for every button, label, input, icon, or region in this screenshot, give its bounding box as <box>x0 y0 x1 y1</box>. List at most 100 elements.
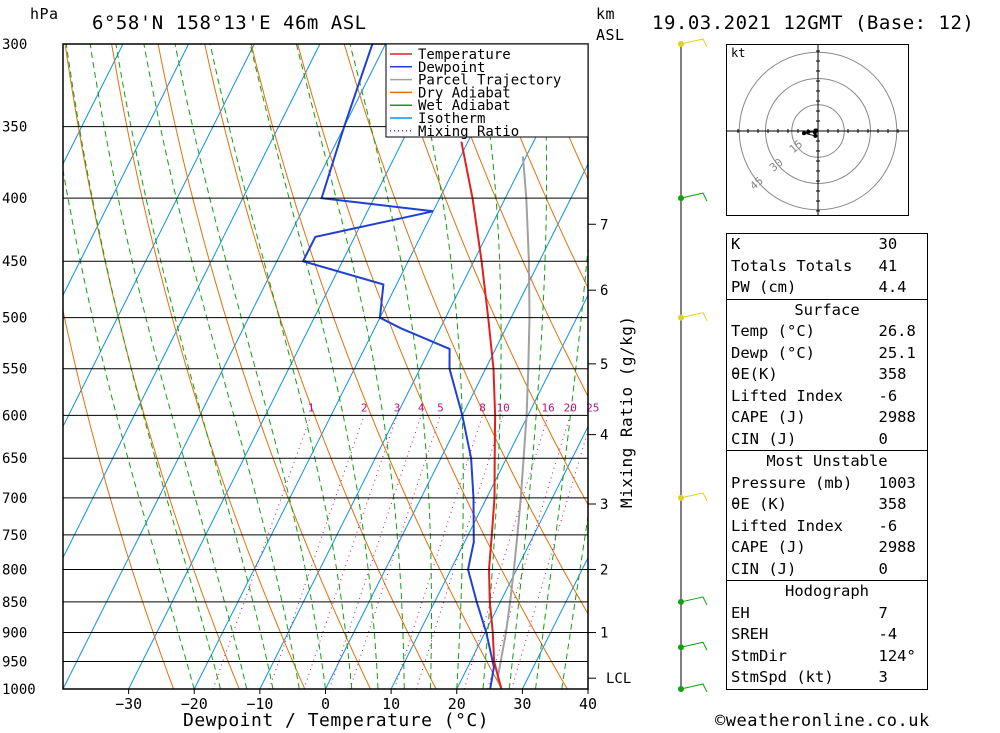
indices-section-header: Hodograph <box>726 580 928 603</box>
isotherm-line <box>128 44 452 689</box>
mixing-ratio-label: 10 <box>497 401 510 414</box>
dry-adiabat-line <box>436 44 588 398</box>
x-tick-label: −30 <box>115 695 142 713</box>
mixing-ratio-label: 1 <box>308 401 315 414</box>
index-value: -6 <box>878 385 928 407</box>
isotherm-line <box>63 44 386 689</box>
index-value: 30 <box>878 233 928 256</box>
indices-row: CIN (J) 0 <box>725 428 928 451</box>
indices-table: K 30 Totals Totals 41 PW (cm) 4.4 Surface Temp … <box>725 233 928 690</box>
km-tick-label: 1 <box>600 626 608 642</box>
asl-unit-label: ASL <box>596 26 625 44</box>
isotherm-line <box>63 44 255 428</box>
index-value: 2988 <box>878 407 928 429</box>
plot-area <box>63 44 588 689</box>
series-temperature <box>460 141 503 689</box>
wet-adiabat-line <box>410 44 464 689</box>
index-value: 358 <box>878 494 928 516</box>
index-name: K <box>725 233 879 256</box>
indices-row: Dewp (°C) 25.1 <box>725 342 928 364</box>
legend-label: Isotherm <box>418 111 485 127</box>
wet-adiabat-line <box>295 44 405 689</box>
hodograph-ring-label: 30 <box>767 156 786 174</box>
indices-section-header: Surface <box>726 298 928 321</box>
location-title: 6°58'N 158°13'E 46m ASL <box>92 12 367 34</box>
index-name: CAPE (J) <box>725 537 879 559</box>
legend-label: Mixing Ratio <box>418 124 519 140</box>
lcl-label: LCL <box>606 671 631 687</box>
index-name: θE(K) <box>725 364 879 386</box>
index-name: Lifted Index <box>725 515 879 537</box>
hodograph-point <box>802 131 806 136</box>
x-tick-label: 0 <box>321 695 330 713</box>
wet-adiabat-line <box>63 167 195 689</box>
indices-section-header: Most Unstable <box>726 450 928 473</box>
legend-label: Dry Adiabat <box>418 85 511 101</box>
pressure-tick-label: 600 <box>2 408 27 424</box>
hodograph-point <box>812 130 817 135</box>
pressure-tick-label: 950 <box>2 655 27 671</box>
index-value: 0 <box>878 428 928 451</box>
index-value: -6 <box>878 515 928 537</box>
section-title: Hodograph <box>726 580 928 603</box>
mixing-ratio-label: 25 <box>586 401 599 414</box>
pressure-tick-label: 400 <box>2 191 27 207</box>
indices-row: Temp (°C) 26.8 <box>725 321 928 343</box>
wet-adiabat-line <box>115 44 274 689</box>
isotherm-line <box>259 44 583 689</box>
wind-barb <box>680 641 708 651</box>
pressure-tick-label: 1000 <box>2 682 36 698</box>
index-value: -4 <box>878 624 928 646</box>
pressure-tick-label: 500 <box>2 311 27 327</box>
index-value: 3 <box>878 667 928 690</box>
x-tick-label: 20 <box>448 695 466 713</box>
km-unit-label: km <box>596 5 616 23</box>
index-name: EH <box>725 602 879 624</box>
index-value: 7 <box>878 602 928 624</box>
isotherm-line <box>63 44 321 559</box>
copyright-footer: ©weatheronline.co.uk <box>715 711 930 731</box>
dry-adiabat-line <box>483 44 588 289</box>
x-tick-label: 30 <box>513 695 531 713</box>
wet-adiabat-line <box>65 44 221 689</box>
legend-label: Parcel Trajectory <box>418 73 561 89</box>
mixing-ratio-label: 20 <box>564 401 577 414</box>
index-name: StmSpd (kt) <box>725 667 879 690</box>
pressure-tick-label: 800 <box>2 562 27 578</box>
x-axis-label: Dewpoint / Temperature (°C) <box>183 710 490 731</box>
pressure-tick-label: 350 <box>2 120 27 136</box>
pressure-tick-label: 750 <box>2 528 27 544</box>
index-value: 41 <box>878 255 928 277</box>
wet-adiabat-line <box>249 44 379 689</box>
index-name: CIN (J) <box>725 558 879 581</box>
wet-adiabat-line <box>143 44 300 689</box>
index-name: Temp (°C) <box>725 321 879 343</box>
pressure-tick-label: 650 <box>2 451 27 467</box>
isotherm-line <box>390 294 588 689</box>
index-name: CIN (J) <box>725 428 879 451</box>
pressure-tick-label: 700 <box>2 491 27 507</box>
indices-row: θE (K) 358 <box>725 494 928 516</box>
dry-adiabat-line <box>250 44 503 689</box>
wind-barb <box>680 38 708 48</box>
hodograph-unit-label: kt <box>731 46 745 60</box>
mixing-ratio-label: 3 <box>394 401 401 414</box>
wind-barb <box>680 192 708 202</box>
mixing-ratio-axis-label: Mixing Ratio (g/kg) <box>617 315 636 508</box>
mixing-ratio-label: 16 <box>542 401 555 414</box>
pressure-tick-label: 850 <box>2 595 27 611</box>
indices-row: Lifted Index -6 <box>725 515 928 537</box>
index-name: Pressure (mb) <box>725 472 879 494</box>
index-value: 25.1 <box>878 342 928 364</box>
indices-row: Totals Totals 41 <box>725 255 928 277</box>
wet-adiabat-line <box>535 243 588 689</box>
index-value: 26.8 <box>878 321 928 343</box>
mixing-ratio-label: 2 <box>361 401 368 414</box>
index-value: 2988 <box>878 537 928 559</box>
wind-profile <box>678 38 708 693</box>
index-name: Totals Totals <box>725 255 879 277</box>
x-tick-label: 10 <box>382 695 400 713</box>
isotherm-line <box>456 425 588 689</box>
indices-row: Pressure (mb) 1003 <box>725 472 928 494</box>
mixing-ratio-label: 8 <box>479 401 486 414</box>
